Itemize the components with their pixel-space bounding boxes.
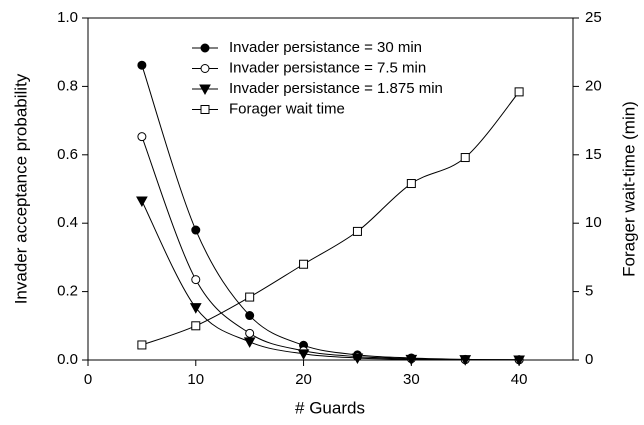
data-point <box>191 321 201 331</box>
data-point <box>406 179 416 189</box>
x-tick-label: 30 <box>403 371 420 388</box>
y-tick-label: 0.4 <box>57 214 78 231</box>
legend-marker <box>200 105 210 114</box>
data-point <box>136 196 148 207</box>
y2-axis-title: Forager wait-time (min) <box>619 101 638 277</box>
data-point <box>514 87 524 97</box>
y2-tick-label: 20 <box>585 77 602 94</box>
y-axis-title: Invader acceptance probability <box>11 73 30 304</box>
data-point <box>513 355 525 367</box>
legend-marker <box>200 43 210 53</box>
data-point <box>459 355 472 366</box>
x-tick-label: 20 <box>295 371 312 388</box>
y2-tick-label: 15 <box>585 146 602 163</box>
data-point <box>245 311 255 321</box>
data-point <box>137 340 147 350</box>
data-point <box>191 275 201 285</box>
data-point <box>352 226 362 236</box>
y-tick-label: 1.0 <box>57 9 78 26</box>
y2-tick-label: 10 <box>585 214 602 231</box>
data-point <box>243 337 256 348</box>
data-point <box>245 328 255 338</box>
x-tick-label: 40 <box>511 371 528 388</box>
y2-tick-label: 25 <box>585 9 602 26</box>
data-point <box>191 225 201 235</box>
data-point <box>189 303 202 314</box>
legend-marker <box>199 84 211 96</box>
data-point <box>245 292 255 302</box>
plot-frame <box>87 17 574 361</box>
legend-label: Invader persistance = 1.875 min <box>229 80 443 97</box>
data-point <box>405 354 418 366</box>
data-point <box>137 132 147 142</box>
data-point <box>137 60 147 70</box>
data-point <box>460 153 470 163</box>
y-tick-label: 0.6 <box>57 146 78 163</box>
legend-label: Invader persistance = 7.5 min <box>229 59 426 76</box>
y-tick-label: 0.0 <box>57 351 78 368</box>
x-tick-label: 10 <box>187 371 204 388</box>
y2-tick-label: 5 <box>585 283 593 300</box>
data-point <box>351 353 364 364</box>
y-tick-label: 0.8 <box>57 77 78 94</box>
y2-tick-label: 0 <box>585 351 593 368</box>
legend-label: Forager wait time <box>229 100 345 117</box>
x-tick-label: 0 <box>84 371 92 388</box>
legend-label: Invader persistance = 30 min <box>229 39 422 56</box>
data-point <box>297 349 310 360</box>
y-tick-label: 0.2 <box>57 283 78 300</box>
x-axis-title: # Guards <box>295 398 365 417</box>
data-point <box>299 259 309 269</box>
legend-marker <box>200 64 210 73</box>
